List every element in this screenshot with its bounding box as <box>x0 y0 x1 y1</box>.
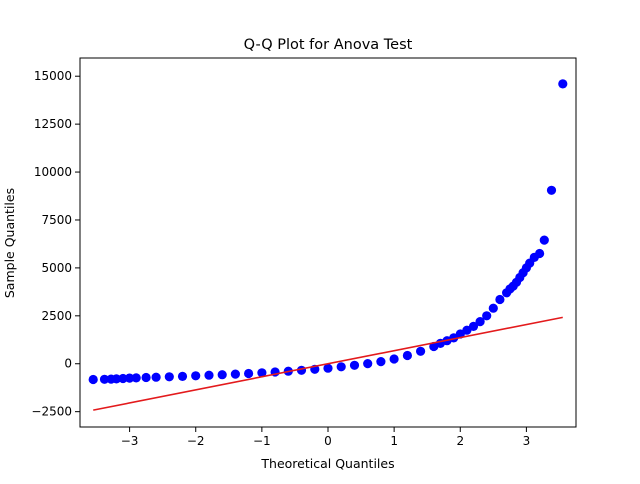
qq-point <box>204 370 214 380</box>
qq-point <box>349 360 360 370</box>
qq-point <box>535 248 545 259</box>
qq-point <box>257 368 267 378</box>
qq-point <box>230 369 240 379</box>
x-axis-label: Theoretical Quantiles <box>260 456 394 471</box>
qq-point <box>131 373 141 383</box>
reference-line <box>93 316 563 411</box>
qq-point <box>244 368 254 379</box>
qq-point <box>376 357 386 367</box>
points-layer <box>88 79 568 385</box>
qq-point <box>177 371 188 381</box>
qq-point <box>402 350 412 361</box>
fit-line-layer <box>93 316 563 411</box>
x-tick-label: 2 <box>456 434 464 448</box>
y-tick-label: 15000 <box>34 69 72 83</box>
qq-point <box>111 374 121 384</box>
y-tick-label: 7500 <box>41 213 72 227</box>
x-tick-label: −2 <box>187 434 205 448</box>
x-tick-label: 3 <box>523 434 531 448</box>
qq-point <box>99 374 110 384</box>
qq-point <box>468 321 479 331</box>
y-tick-label: 5000 <box>41 261 72 275</box>
x-tick-label: 0 <box>324 434 332 448</box>
y-axis: −2500 0 2500 5000 7500 10000 12500 15000 <box>31 69 80 419</box>
qq-point <box>495 294 505 305</box>
x-tick-label: −3 <box>121 434 139 448</box>
y-tick-label: 12500 <box>34 117 72 131</box>
qq-point <box>539 235 549 245</box>
qq-point <box>336 362 346 372</box>
qq-point <box>416 346 426 356</box>
y-tick-label: 10000 <box>34 165 72 179</box>
qq-point <box>475 317 485 327</box>
qq-point <box>488 303 498 313</box>
y-tick-label: 0 <box>64 357 72 371</box>
y-tick-label: −2500 <box>31 405 72 419</box>
qq-point <box>191 371 201 381</box>
y-tick-label: 2500 <box>41 309 72 323</box>
x-tick-label: −1 <box>253 434 271 448</box>
qq-point <box>482 311 492 321</box>
qq-point <box>389 354 399 364</box>
qq-point <box>151 372 161 382</box>
qq-point <box>88 374 98 385</box>
qq-point <box>546 185 557 195</box>
qq-point <box>558 79 568 89</box>
x-tick-label: 1 <box>390 434 398 448</box>
qq-point <box>323 363 333 373</box>
qq-point <box>217 370 227 380</box>
qq-point <box>125 373 135 383</box>
qq-point <box>363 359 373 369</box>
qq-point <box>118 373 128 384</box>
qq-point <box>164 372 174 382</box>
x-axis: −3 −2 −1 0 1 2 3 <box>121 427 530 448</box>
chart-title: Q-Q Plot for Anova Test <box>244 37 413 53</box>
y-axis-label: Sample Quantiles <box>2 188 17 298</box>
qq-point <box>141 372 151 383</box>
